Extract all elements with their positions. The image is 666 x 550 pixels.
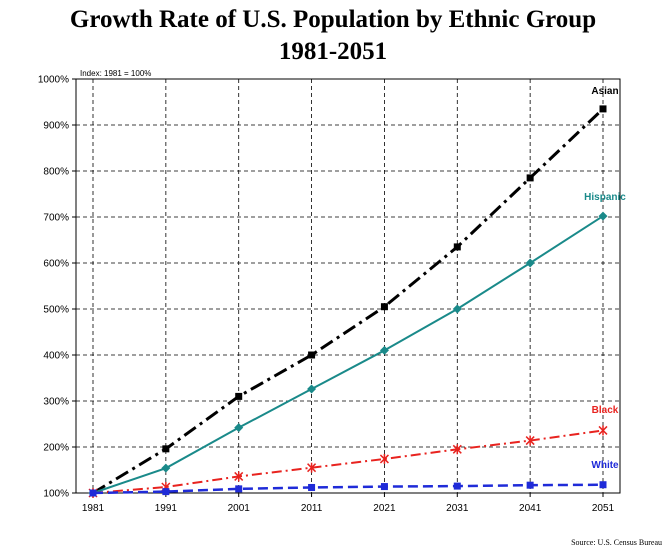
data-point-hispanic	[598, 211, 608, 221]
x-tick-label: 2021	[373, 503, 396, 514]
source-note: Source: U.S. Census Bureau	[571, 538, 662, 547]
data-point-asian	[380, 303, 388, 311]
data-point-black	[525, 435, 535, 446]
data-point-white	[453, 482, 461, 490]
y-tick-label: 300%	[43, 397, 69, 408]
data-point-white	[599, 481, 607, 489]
y-tick-label: 100%	[43, 489, 69, 500]
x-tick-label: 2001	[228, 503, 251, 514]
data-point-asian	[308, 351, 316, 359]
index-note: Index: 1981 = 100%	[80, 69, 151, 78]
data-point-white	[162, 488, 170, 496]
x-tick-label: 2051	[592, 503, 615, 514]
series-label-hispanic: Hispanic	[584, 192, 626, 203]
x-tick-label: 2011	[301, 503, 323, 514]
data-point-hispanic	[307, 384, 317, 394]
data-point-hispanic	[234, 423, 244, 433]
y-tick-label: 500%	[43, 305, 69, 316]
data-point-hispanic	[525, 258, 535, 268]
y-tick-label: 600%	[43, 259, 69, 270]
x-tick-label: 1991	[155, 503, 178, 514]
plot-area	[75, 78, 621, 494]
data-point-white	[526, 481, 534, 489]
data-point-white	[308, 483, 316, 491]
x-tick-label: 2041	[519, 503, 542, 514]
series-line-white	[92, 483, 604, 495]
data-point-white	[380, 483, 388, 491]
data-point-asian	[599, 105, 607, 113]
y-tick-label: 800%	[43, 167, 69, 178]
y-tick-label: 900%	[43, 121, 69, 132]
x-tick-label: 1981	[82, 503, 105, 514]
data-point-asian	[453, 243, 461, 251]
series-label-white: White	[591, 460, 619, 471]
series-line-black	[92, 429, 604, 494]
data-point-asian	[162, 445, 170, 453]
series-label-black: Black	[592, 405, 619, 416]
y-tick-label: 400%	[43, 351, 69, 362]
data-point-black	[452, 444, 462, 455]
chart-subtitle: 1981-2051	[278, 38, 388, 65]
data-point-hispanic	[161, 463, 171, 473]
data-point-asian	[235, 392, 243, 400]
data-point-black	[598, 425, 608, 436]
y-tick-label: 1000%	[38, 75, 69, 86]
data-point-black	[234, 471, 244, 482]
data-point-white	[89, 489, 97, 497]
y-tick-label: 200%	[43, 443, 69, 454]
series-line-hispanic	[92, 215, 604, 494]
x-tick-label: 2031	[446, 503, 469, 514]
series-line-asian	[92, 107, 605, 495]
chart-title: Growth Rate of U.S. Population by Ethnic…	[69, 6, 597, 33]
data-point-hispanic	[379, 345, 389, 355]
data-point-hispanic	[452, 304, 462, 314]
series-label-asian: Asian	[591, 86, 618, 97]
data-point-white	[235, 485, 243, 493]
y-tick-label: 700%	[43, 213, 69, 224]
data-point-asian	[526, 174, 534, 182]
data-point-black	[307, 462, 317, 473]
data-point-black	[379, 453, 389, 464]
